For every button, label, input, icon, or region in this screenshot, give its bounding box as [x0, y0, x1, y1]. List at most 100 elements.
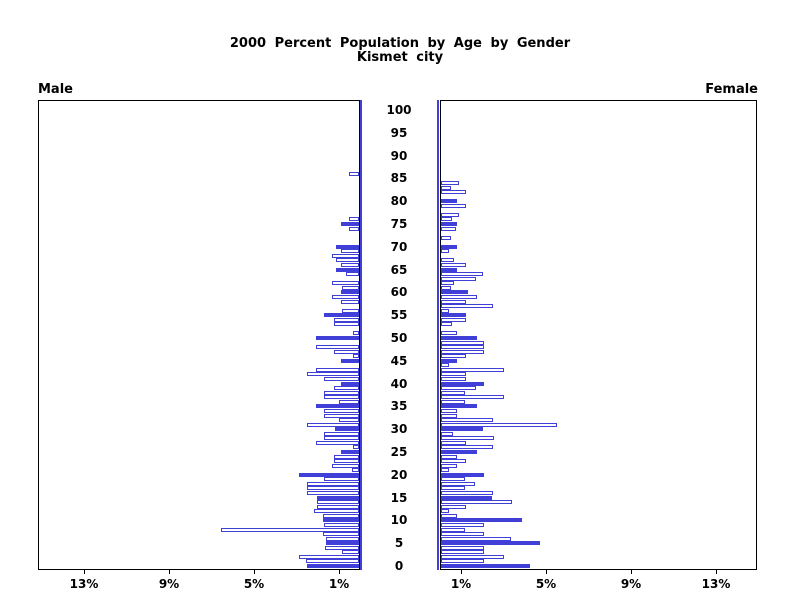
bar-female-age-50: [441, 336, 477, 340]
bar-female-age-12: [441, 509, 449, 513]
bar-male-age-2: [299, 555, 359, 559]
bar-male-age-13: [317, 505, 359, 509]
bar-female-age-80: [441, 199, 457, 203]
bar-female-age-31: [441, 423, 557, 427]
male-pct-1-tick: [339, 570, 340, 574]
bar-male-age-35: [316, 404, 359, 408]
bar-male-age-55: [324, 313, 359, 317]
bar-female-age-29: [441, 432, 453, 436]
bar-male-age-48: [316, 345, 359, 349]
bar-male-age-4: [325, 546, 359, 550]
bar-female-age-53: [441, 322, 452, 326]
bar-male-age-30: [335, 427, 359, 431]
bar-male-age-0: [307, 564, 359, 568]
bar-male-age-39: [334, 386, 359, 390]
bar-female-age-15: [441, 496, 492, 500]
age-label-65: 65: [390, 263, 408, 277]
male-pct-13-tick: [84, 570, 85, 574]
bar-female-age-32: [441, 418, 493, 422]
bar-female-age-24: [441, 455, 457, 459]
age-label-85: 85: [390, 171, 408, 185]
bar-male-age-62: [332, 281, 359, 285]
bar-female-age-38: [441, 391, 465, 395]
female-pct-1-label: 1%: [450, 577, 472, 591]
bar-male-age-40: [341, 382, 359, 386]
bar-female-age-64: [441, 272, 483, 276]
bar-female-age-2: [441, 555, 504, 559]
bar-female-age-36: [441, 400, 465, 404]
bar-female-age-56: [441, 309, 449, 313]
bar-female-age-18: [441, 482, 475, 486]
bar-female-age-66: [441, 263, 466, 267]
male-panel: [38, 100, 360, 570]
female-pct-9-tick: [631, 570, 632, 574]
age-label-20: 20: [390, 468, 408, 482]
bar-female-age-8: [441, 528, 465, 532]
age-label-70: 70: [390, 240, 408, 254]
age-label-10: 10: [390, 513, 408, 527]
bar-male-age-59: [332, 295, 359, 299]
male-pct-13-label: 13%: [69, 577, 99, 591]
bar-female-age-51: [441, 331, 457, 335]
female-panel-label: Female: [705, 82, 758, 97]
bar-female-age-44: [441, 363, 449, 367]
bar-female-age-72: [441, 236, 451, 240]
bar-female-age-7: [441, 532, 484, 536]
bar-female-age-49: [441, 341, 484, 345]
bar-male-age-67: [336, 258, 359, 262]
age-label-25: 25: [390, 445, 408, 459]
chart-title-line2: Kismet city: [356, 50, 444, 65]
age-label-80: 80: [390, 194, 408, 208]
bar-female-age-6: [441, 537, 511, 541]
bar-male-age-75: [341, 222, 359, 226]
age-label-40: 40: [390, 377, 408, 391]
bar-female-age-70: [441, 245, 457, 249]
bar-female-age-21: [441, 468, 449, 472]
bar-female-age-48: [441, 345, 484, 349]
age-label-60: 60: [390, 285, 408, 299]
bar-male-age-65: [336, 268, 359, 272]
age-label-75: 75: [390, 217, 408, 231]
bar-male-age-14: [317, 500, 359, 504]
bar-female-age-77: [441, 213, 459, 217]
bar-female-age-16: [441, 491, 493, 495]
bar-male-age-9: [324, 523, 359, 527]
bar-female-age-19: [441, 477, 465, 481]
bar-female-age-75: [441, 222, 457, 226]
bar-male-age-28: [324, 436, 359, 440]
female-pct-9-label: 9%: [620, 577, 642, 591]
bar-male-age-76: [349, 217, 359, 221]
female-pct-5-label: 5%: [535, 577, 557, 591]
age-label-55: 55: [390, 308, 408, 322]
bar-male-age-6: [326, 537, 359, 541]
bar-female-age-82: [441, 190, 466, 194]
bar-male-age-31: [307, 423, 359, 427]
bar-male-age-68: [332, 254, 359, 258]
bar-male-age-42: [307, 372, 359, 376]
bar-male-age-16: [307, 491, 359, 495]
bar-female-age-39: [441, 386, 476, 390]
bar-male-age-24: [334, 455, 359, 459]
female-zero-axis-line: [437, 100, 439, 570]
female-pct-13-tick: [716, 570, 717, 574]
age-label-50: 50: [390, 331, 408, 345]
bar-male-age-41: [324, 377, 359, 381]
bar-female-age-79: [441, 204, 466, 208]
age-label-90: 90: [390, 149, 408, 163]
bar-female-age-30: [441, 427, 483, 431]
bar-female-age-26: [441, 445, 493, 449]
male-pct-9-label: 9%: [158, 577, 180, 591]
bar-male-age-58: [341, 300, 359, 304]
bar-female-age-22: [441, 464, 457, 468]
bar-female-age-14: [441, 500, 512, 504]
bar-male-age-26: [353, 445, 359, 449]
bar-female-age-40: [441, 382, 484, 386]
age-label-95: 95: [390, 126, 408, 140]
bar-female-age-59: [441, 295, 477, 299]
bar-male-age-8: [221, 528, 359, 532]
bar-male-age-10: [323, 518, 359, 522]
bar-female-age-5: [441, 541, 540, 545]
bar-female-age-60: [441, 290, 468, 294]
male-zero-axis-line: [360, 100, 362, 570]
female-panel: [440, 100, 757, 570]
